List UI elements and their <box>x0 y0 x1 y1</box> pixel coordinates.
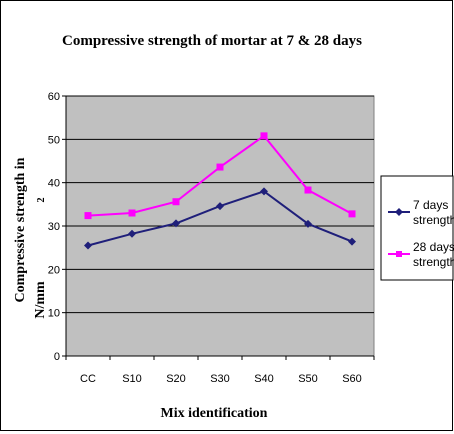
grid-lines <box>65 95 374 357</box>
x-tick-label-s20: S20 <box>166 373 186 385</box>
legend-label-28-days-line2: strength <box>413 255 454 269</box>
y-tick-label-50: 50 <box>48 134 60 146</box>
data-point-7-days-s20 <box>172 219 180 228</box>
x-tick-label-cc: CC <box>80 373 96 385</box>
legend-marker-7-days <box>395 208 403 216</box>
y-tick-label-10: 10 <box>48 308 60 320</box>
data-point-7-days-s40 <box>260 187 268 196</box>
y-axis-label: Compressive strength in N/mm 2 <box>13 157 48 318</box>
data-point-28-days-s50 <box>304 186 312 194</box>
data-point-7-days-s10 <box>128 229 136 238</box>
data-point-7-days-s60 <box>348 237 356 246</box>
chart-title: Compressive strength of mortar at 7 & 28… <box>62 33 362 49</box>
legend-box <box>380 175 454 281</box>
x-tick-label-s30: S30 <box>210 373 230 385</box>
x-tick-label-s10: S10 <box>122 373 142 385</box>
legend-label-7-days-line2: strength <box>413 213 454 227</box>
x-axis-label: Mix identification <box>161 406 268 421</box>
legend: 7 days strength 28 days strength <box>380 175 454 281</box>
data-point-28-days-s60 <box>348 210 356 218</box>
data-point-28-days-cc <box>84 212 92 220</box>
y-tick-label-60: 60 <box>48 91 60 103</box>
x-tick-label-s60: S60 <box>342 373 362 385</box>
y-axis-label-line1: Compressive strength in <box>13 157 28 302</box>
y-tick-label-20: 20 <box>48 264 60 276</box>
data-point-7-days-cc <box>84 241 92 250</box>
legend-item-28-days: 28 days strength <box>388 240 454 269</box>
legend-label-7-days-line1: 7 days <box>413 198 448 212</box>
legend-label-28-days-line1: 28 days <box>413 240 454 254</box>
y-axis-label-superscript: 2 <box>36 198 47 203</box>
series-group <box>84 132 356 250</box>
data-point-7-days-s30 <box>216 202 224 211</box>
y-axis-label-line2: N/mm <box>33 281 48 319</box>
y-axis-ticks: 0 10 20 30 40 50 60 <box>48 91 66 363</box>
x-tick-label-s40: S40 <box>254 373 274 385</box>
data-point-28-days-s30 <box>216 163 224 171</box>
x-axis-ticks: CC S10 S20 S30 S40 S50 S60 <box>65 356 375 385</box>
legend-item-7-days: 7 days strength <box>388 198 454 227</box>
data-point-28-days-s20 <box>172 198 180 206</box>
y-tick-label-0: 0 <box>54 351 60 363</box>
y-tick-label-30: 30 <box>48 221 60 233</box>
legend-marker-28-days <box>396 251 402 257</box>
y-tick-label-40: 40 <box>48 178 60 190</box>
data-point-28-days-s40 <box>260 132 268 140</box>
data-point-28-days-s10 <box>128 209 136 217</box>
x-tick-label-s50: S50 <box>298 373 318 385</box>
data-point-7-days-s50 <box>304 219 312 228</box>
